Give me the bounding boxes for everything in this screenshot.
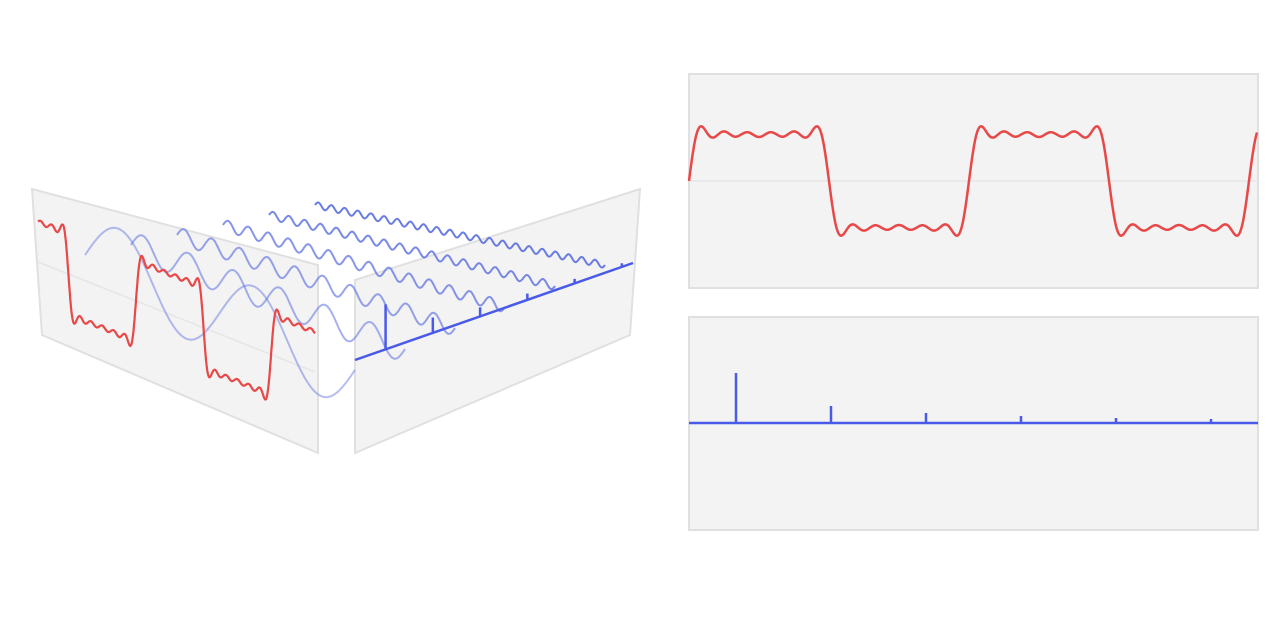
time-axis [37,261,316,373]
frequency-plane [354,187,642,455]
harmonic-waves [84,201,606,399]
harmonic-wave [268,210,556,291]
harmonic-wave [222,219,506,313]
spectrum-axis-3d [354,261,634,362]
time-plane [30,187,319,455]
harmonic-wave [176,228,456,335]
composite-wave [687,125,1259,237]
harmonic-wave [314,201,606,269]
harmonic-wave [130,234,406,360]
composite-wave-3d [37,219,316,401]
marks [37,125,1259,425]
harmonic-wave [84,226,356,399]
